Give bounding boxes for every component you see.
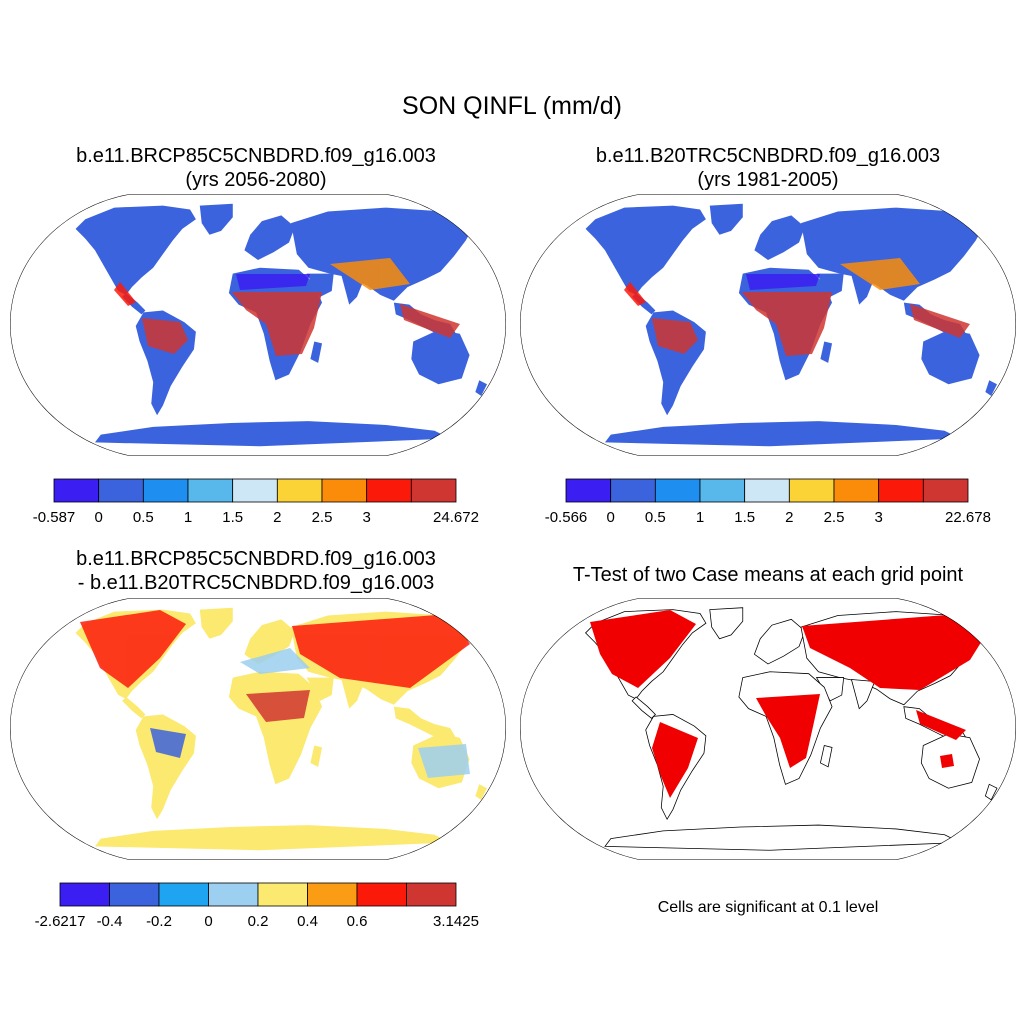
colorbar-tick-label: 0.6 bbox=[347, 913, 368, 930]
colorbar-swatch bbox=[187, 478, 234, 503]
panel-1-title-line-2: (yrs 2056-2080) bbox=[185, 169, 327, 191]
panel-3-title-line-2: - b.e11.B20TRC5CNBDRD.f09_g16.003 bbox=[77, 572, 435, 594]
colorbar-swatch bbox=[109, 882, 160, 907]
colorbar-tick-label: 24.672 bbox=[433, 509, 479, 526]
colorbar-tick-label: 0 bbox=[606, 509, 614, 526]
panel-2-title-line-2: (yrs 1981-2005) bbox=[697, 169, 839, 191]
colorbar-swatch bbox=[788, 478, 835, 503]
panel-4-title-line-1: T-Test of two Case means at each grid po… bbox=[572, 564, 964, 586]
colorbar-swatch bbox=[321, 478, 368, 503]
colorbar-tick-label: -0.2 bbox=[146, 913, 172, 930]
colorbar-tick-label: 22.678 bbox=[945, 509, 991, 526]
panel-4-title: T-Test of two Case means at each grid po… bbox=[526, 563, 1010, 587]
colorbar-swatch bbox=[565, 478, 612, 503]
colorbar-tick-label: 2 bbox=[273, 509, 281, 526]
colorbar-tick-label: 2 bbox=[785, 509, 793, 526]
colorbar-tick-label: 3 bbox=[362, 509, 370, 526]
panel-2-map bbox=[520, 194, 1016, 456]
colorbar-swatch bbox=[53, 478, 100, 503]
colorbar-swatch bbox=[610, 478, 656, 503]
colorbar-swatch bbox=[307, 882, 358, 907]
panel-2-title: b.e11.B20TRC5CNBDRD.f09_g16.003 (yrs 198… bbox=[526, 144, 1010, 192]
colorbar-swatch bbox=[833, 478, 880, 503]
colorbar-swatch bbox=[59, 882, 110, 907]
colorbar-tick-label: 0 bbox=[204, 913, 212, 930]
colorbar-swatch bbox=[257, 882, 308, 907]
colorbar-tick-label: 0.5 bbox=[645, 509, 666, 526]
colorbar-swatch bbox=[232, 478, 278, 503]
significance-note: Cells are significant at 0.1 level bbox=[657, 899, 879, 916]
colorbar-tick-label: 1.5 bbox=[734, 509, 755, 526]
colorbar-swatch bbox=[366, 478, 412, 503]
colorbar-tick-label: 0.4 bbox=[297, 913, 318, 930]
difference-regions bbox=[80, 610, 470, 778]
colorbar-tick-label: 3.1425 bbox=[433, 913, 479, 930]
colorbar-swatch bbox=[158, 882, 209, 907]
colorbar-tick-label: -0.566 bbox=[545, 509, 588, 526]
colorbar-swatch bbox=[699, 478, 746, 503]
colorbar-tick-label: 1.5 bbox=[222, 509, 243, 526]
panel-3-title: b.e11.BRCP85C5CNBDRD.f09_g16.003 - b.e11… bbox=[14, 547, 498, 595]
colorbar-swatch bbox=[744, 478, 790, 503]
colorbar-swatch bbox=[208, 882, 259, 907]
colorbar-tick-label: 2.5 bbox=[312, 509, 333, 526]
colorbar-tick-label: 0.2 bbox=[248, 913, 269, 930]
colorbar-swatch bbox=[276, 478, 323, 503]
colorbar-swatch bbox=[654, 478, 701, 503]
colorbar-swatch bbox=[878, 478, 924, 503]
panel-1-title-line-1: b.e11.BRCP85C5CNBDRD.f09_g16.003 bbox=[76, 145, 436, 167]
panel-4-map bbox=[520, 598, 1016, 860]
colorbar-tick-label: -0.587 bbox=[33, 509, 76, 526]
significant-cells bbox=[590, 610, 990, 798]
colorbar-swatch bbox=[356, 882, 407, 907]
colorbar-tick-label: 0 bbox=[94, 509, 102, 526]
colorbar-swatch bbox=[98, 478, 144, 503]
panel-3-title-line-1: b.e11.BRCP85C5CNBDRD.f09_g16.003 bbox=[76, 548, 436, 570]
panel-2-colorbar: -0.566 0 0.5 1 1.5 2 2.5 3 22.678 bbox=[545, 478, 991, 526]
colorbar-swatch bbox=[406, 882, 457, 907]
panel-3-map bbox=[10, 598, 506, 860]
panel-3-colorbar: -2.6217 -0.4 -0.2 0 0.2 0.4 0.6 3.1425 bbox=[35, 882, 479, 930]
colorbar-swatch bbox=[410, 478, 457, 503]
panel-2-title-line-1: b.e11.B20TRC5CNBDRD.f09_g16.003 bbox=[595, 145, 941, 167]
high-value-regions bbox=[624, 258, 970, 356]
figure-title: SON QINFL (mm/d) bbox=[402, 92, 622, 120]
colorbar-swatch bbox=[922, 478, 969, 503]
colorbar-tick-label: 1 bbox=[184, 509, 192, 526]
panel-1-colorbar: -0.587 0 0.5 1 1.5 2 2.5 3 24.672 bbox=[33, 478, 479, 526]
colorbar-tick-label: 0.5 bbox=[133, 509, 154, 526]
colorbar-tick-label: 3 bbox=[874, 509, 882, 526]
colorbar-swatch bbox=[142, 478, 189, 503]
colorbar-tick-label: 2.5 bbox=[824, 509, 845, 526]
high-value-regions bbox=[114, 258, 460, 356]
panel-1-title: b.e11.BRCP85C5CNBDRD.f09_g16.003 (yrs 20… bbox=[14, 144, 498, 192]
colorbar-tick-label: 1 bbox=[696, 509, 704, 526]
panel-1-map bbox=[10, 194, 506, 456]
colorbar-tick-label: -2.6217 bbox=[35, 913, 86, 930]
colorbar-tick-label: -0.4 bbox=[97, 913, 123, 930]
